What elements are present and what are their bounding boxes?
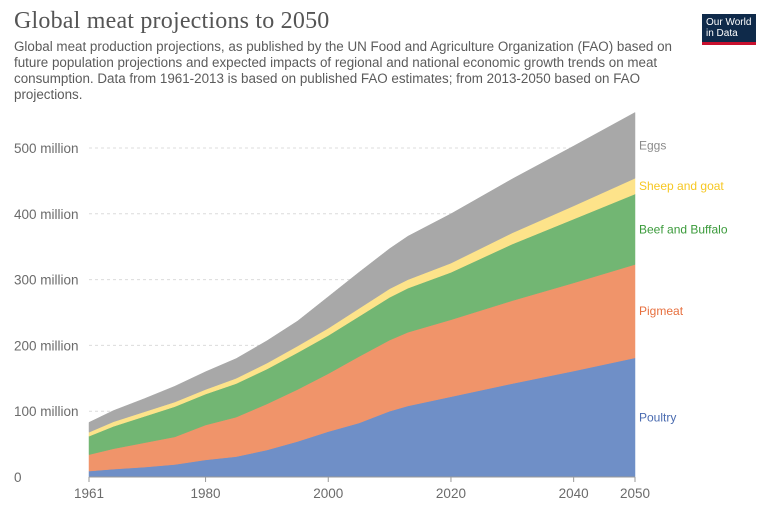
series-label: Eggs — [639, 138, 666, 152]
y-tick-label: 400 million — [14, 207, 79, 222]
y-axis-ticks: 0 100 million 200 million 300 million 400 mi… — [14, 141, 79, 485]
x-tick-label: 2040 — [559, 486, 589, 501]
y-tick-label: 0 — [14, 470, 22, 485]
owid-logo[interactable]: Our World in Data — [702, 14, 756, 45]
chart-subtitle: Global meat production projections, as p… — [14, 39, 672, 102]
x-tick-label: 2020 — [436, 486, 466, 501]
x-tick-label: 1961 — [74, 486, 104, 501]
series-labels: Poultry Pigmeat Beef and Buffalo Sheep and … — [639, 138, 728, 424]
y-tick-label: 200 million — [14, 338, 79, 353]
series-label: Poultry — [639, 410, 676, 424]
x-tick-label: 2000 — [313, 486, 343, 501]
y-tick-label: 300 million — [14, 273, 79, 288]
y-tick-label: 500 million — [14, 141, 79, 156]
series-areas — [88, 112, 636, 478]
logo-line-2: in Data — [706, 28, 738, 39]
x-axis: 1961 1980 2000 2020 2040 2050 — [74, 476, 650, 501]
logo-line-1: Our World — [706, 17, 752, 28]
chart-title: Global meat projections to 2050 — [14, 8, 330, 34]
x-tick-label: 1980 — [191, 486, 221, 501]
series-label: Sheep and goat — [639, 179, 724, 193]
series-label: Beef and Buffalo — [639, 222, 728, 236]
y-tick-label: 100 million — [14, 404, 79, 419]
area-eggs[interactable] — [88, 112, 636, 433]
x-tick-label: 2050 — [620, 486, 650, 501]
series-label: Pigmeat — [639, 304, 684, 318]
